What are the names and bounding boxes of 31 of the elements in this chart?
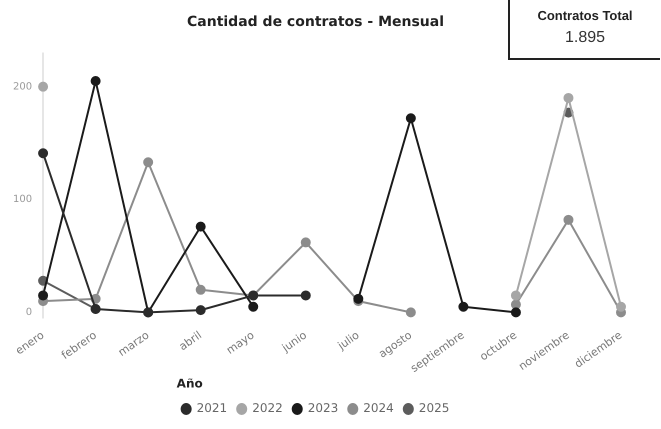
- point: [90, 76, 101, 86]
- y-tick-label: 0: [26, 306, 32, 318]
- legend-title: Año: [176, 376, 203, 391]
- y-tick-label: 200: [12, 81, 32, 92]
- point: [38, 148, 48, 158]
- legend-label: 2023: [308, 401, 338, 416]
- point: [353, 294, 364, 304]
- point: [563, 214, 574, 225]
- chart-title: Cantidad de contratos - Mensual: [186, 14, 444, 30]
- point: [616, 302, 626, 312]
- legend-label: 2024: [363, 401, 394, 416]
- point: [300, 237, 311, 248]
- point: [458, 302, 468, 312]
- legend-label: 2021: [196, 401, 228, 416]
- y-tick-label: 100: [12, 194, 32, 206]
- point: [196, 305, 206, 316]
- legend-label: 2022: [252, 401, 283, 416]
- point: [38, 290, 48, 300]
- point: [406, 307, 416, 318]
- point: [510, 307, 521, 318]
- point: [563, 92, 574, 103]
- point: [510, 290, 521, 300]
- point: [38, 82, 48, 92]
- point: [406, 113, 416, 124]
- point: [196, 284, 206, 295]
- point: [248, 302, 258, 312]
- legend-label: 2025: [418, 401, 450, 416]
- point: [300, 290, 311, 300]
- card-frame: Contratos Total 1.895: [508, 0, 660, 60]
- point: [196, 222, 206, 232]
- point: [143, 157, 154, 168]
